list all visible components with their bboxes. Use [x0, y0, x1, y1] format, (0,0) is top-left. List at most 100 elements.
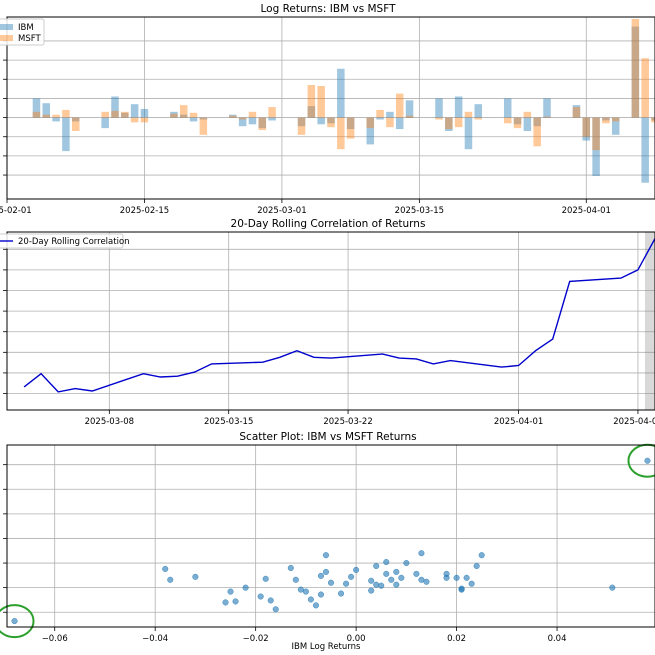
ibm-bar [523, 117, 532, 131]
axes-frame [6, 16, 655, 200]
x-tick-label: 2025-04-08 [613, 417, 655, 427]
scatter-points [11, 457, 651, 625]
msft-bar [317, 85, 325, 118]
scatter-point [403, 560, 410, 567]
x-tick-label: 2025-03-22 [323, 417, 372, 427]
scatter-point [222, 599, 229, 606]
ibm-bar [405, 100, 414, 118]
scatter-point [272, 606, 279, 613]
scatter-point [383, 570, 390, 577]
ibm-bar [435, 98, 443, 118]
ibm-bar [258, 117, 267, 129]
scatter-point [413, 570, 420, 577]
scatter-point [463, 574, 470, 581]
msft-bar [111, 110, 119, 118]
ibm-bar [229, 114, 237, 118]
scatter-point [383, 559, 390, 566]
msft-bar [533, 117, 541, 147]
ibm-bar [592, 117, 600, 177]
grid-lines [7, 232, 655, 410]
ibm-bar [631, 26, 640, 118]
outlier-highlight-circle [627, 443, 655, 478]
x-tick-label: 2025-04-01 [494, 417, 543, 427]
scatter-point [192, 573, 199, 580]
msft-bar [513, 117, 522, 129]
ibm-bar [376, 117, 384, 120]
axes-frame [6, 444, 655, 628]
msft-bar [189, 112, 198, 118]
scatter-point [393, 581, 400, 588]
ibm-bar [395, 117, 404, 130]
legend-swatch-ibm [0, 24, 13, 30]
scatter-point [393, 568, 400, 575]
msft-bar [170, 113, 178, 118]
msft-bar [366, 117, 375, 129]
chart-title: Log Returns: IBM vs MSFT [261, 3, 397, 15]
msft-bar [572, 107, 581, 118]
x-tick-label: 2025-03-08 [85, 417, 134, 427]
ibm-bar [445, 117, 453, 131]
ibm-bar [130, 104, 139, 118]
scatter-point [398, 574, 405, 581]
msft-bar [199, 117, 208, 135]
x-tick-label: 2025-02-15 [120, 206, 169, 216]
axes-frame [6, 231, 655, 411]
scatter-point [373, 581, 380, 588]
scatter-point [327, 579, 335, 586]
msft-bar [395, 93, 404, 118]
grid-lines [6, 17, 655, 199]
scatter-point [368, 577, 375, 584]
scatter-point [227, 588, 234, 595]
scatter-point [418, 550, 425, 557]
msft-bar [602, 117, 610, 124]
x-tick-label: −0.02 [243, 634, 269, 644]
msft-bar [268, 107, 276, 118]
scatter-point [322, 568, 330, 575]
panel-3: −0.06 −0.04 −0.02 0.00 0.02 0.04 Scatter Plot:… [0, 431, 655, 652]
msft-bar [258, 117, 267, 131]
ibm-bar [199, 117, 208, 120]
scatter-point [307, 596, 314, 603]
scatter-point [297, 586, 304, 593]
msft-bar [32, 111, 41, 118]
ibm-bar [651, 117, 655, 121]
ibm-bar [101, 117, 109, 129]
ibm-bar [513, 117, 522, 125]
ibm-bar [52, 117, 60, 122]
scatter-point [373, 562, 380, 570]
scatter-point [167, 576, 174, 583]
ibm-bar [111, 96, 119, 118]
scatter-point [242, 584, 249, 591]
scatter-point [317, 591, 325, 598]
x-tick-label: −0.06 [42, 634, 68, 644]
x-tick-label: 0.02 [447, 634, 466, 644]
msft-bar [523, 111, 532, 118]
msft-bar [71, 117, 80, 131]
msft-bar [445, 117, 453, 130]
scatter-point [473, 562, 480, 570]
ibm-bar [140, 108, 149, 118]
correlation-line [23, 238, 655, 393]
ibm-bar [248, 117, 257, 125]
msft-bar [229, 115, 237, 118]
msft-bar [297, 117, 306, 135]
msft-bar [641, 58, 649, 118]
scatter-point [368, 587, 375, 594]
scatter-point [287, 564, 294, 572]
msft-bar [327, 117, 335, 128]
ibm-bar [327, 117, 335, 124]
msft-bar [101, 111, 109, 118]
ibm-bar [611, 117, 620, 135]
scatter-point [378, 582, 385, 589]
legend-swatch-msft [0, 35, 13, 41]
msft-bar [121, 111, 129, 118]
ibm-bar [32, 98, 41, 118]
ibm-bar [297, 117, 306, 127]
msft-bar [307, 85, 316, 118]
scatter-point [322, 552, 330, 559]
panel-1: 2025-02-01 2025-02-15 2025-03-01 2025-03-15… [0, 3, 655, 216]
msft-bar [52, 114, 60, 118]
scatter-point [353, 566, 360, 573]
ibm-bar [238, 117, 247, 127]
